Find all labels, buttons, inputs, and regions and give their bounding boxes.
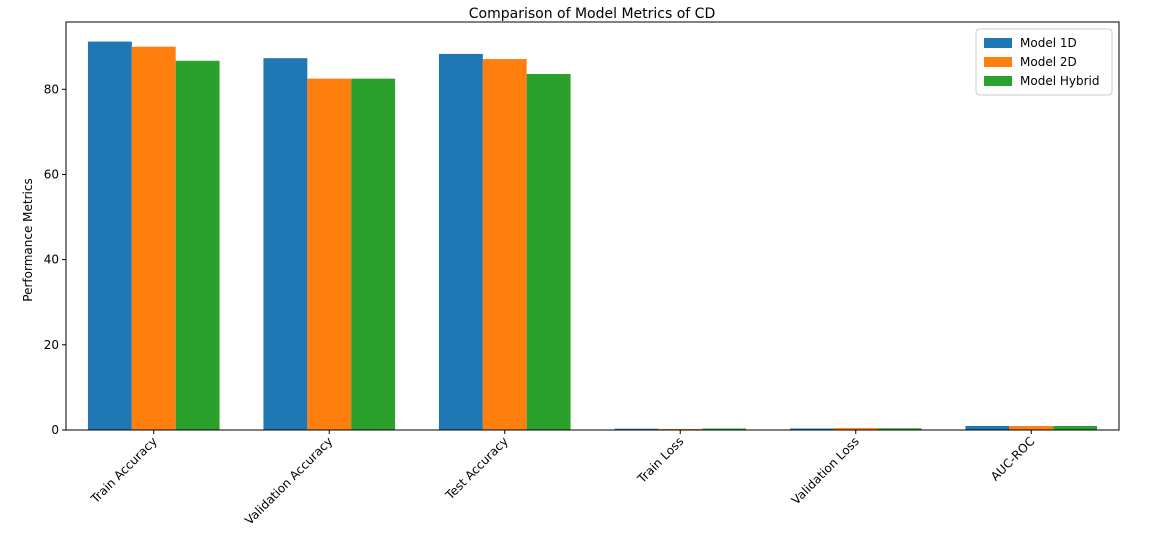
x-ticks-group: Train Accuracy Validation Accuracy Test Ac… — [87, 430, 1037, 527]
bar — [789, 428, 834, 430]
y-tick-label: 20 — [44, 338, 59, 352]
y-tick-label: 0 — [51, 423, 59, 437]
plot-frame — [65, 21, 1120, 431]
y-tick-label: 60 — [44, 167, 59, 181]
x-tick-label: AUC-ROC — [988, 434, 1037, 483]
x-tick-label: Validation Accuracy — [242, 434, 335, 527]
bar — [965, 425, 1010, 430]
bar — [131, 46, 176, 430]
x-tick-label: Test Accuracy — [442, 434, 511, 503]
bar — [87, 41, 132, 431]
x-tick-label: Validation Loss — [789, 434, 862, 507]
bar — [438, 53, 483, 430]
legend-swatch — [984, 57, 1012, 67]
chart-title: Comparison of Model Metrics of CD — [469, 6, 715, 22]
bars-group — [87, 41, 1098, 431]
bar — [526, 73, 571, 431]
y-ticks-group: 0 20 40 60 80 — [44, 82, 66, 437]
bar — [833, 428, 878, 430]
bar — [1053, 426, 1098, 430]
bar — [307, 78, 352, 430]
legend: Model 1D Model 2D Model Hybrid — [975, 28, 1113, 96]
legend-label: Model 1D — [1020, 36, 1077, 50]
x-tick-label: Train Accuracy — [87, 434, 159, 506]
legend-swatch — [984, 76, 1012, 86]
legend-label: Model Hybrid — [1020, 74, 1099, 88]
bar — [482, 59, 527, 431]
x-tick-label: Train Loss — [634, 434, 686, 486]
bar — [263, 58, 308, 430]
y-tick-label: 40 — [44, 253, 59, 267]
y-axis-label: Performance Metrics — [21, 178, 35, 301]
bar — [351, 78, 396, 430]
bar — [1009, 426, 1054, 430]
bar — [614, 428, 659, 430]
y-tick-label: 80 — [44, 82, 59, 96]
bar — [877, 428, 922, 430]
legend-swatch — [984, 38, 1012, 48]
legend-label: Model 2D — [1020, 55, 1077, 69]
bar — [702, 428, 747, 430]
bar — [175, 60, 220, 430]
bar — [658, 428, 703, 430]
